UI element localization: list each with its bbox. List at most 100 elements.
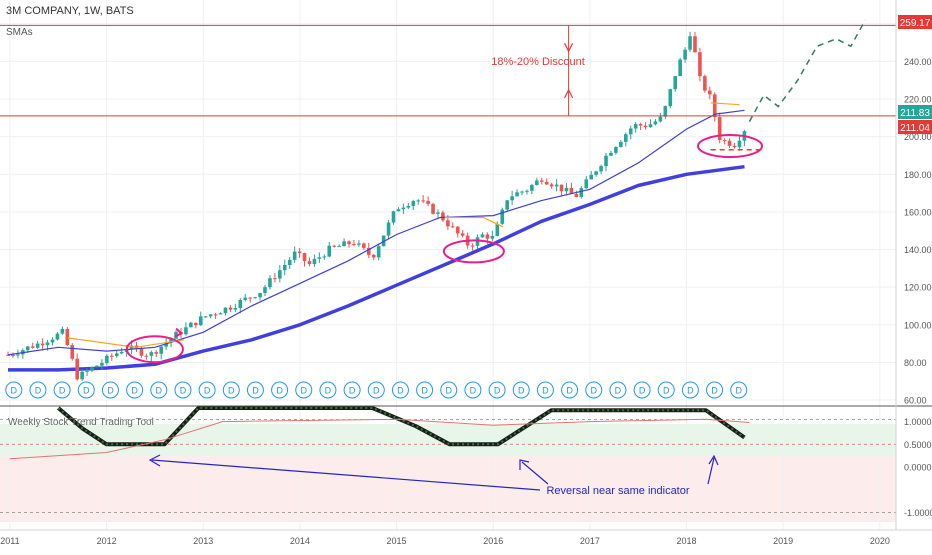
pattern-circle (697, 134, 764, 159)
candle-body (184, 327, 188, 335)
dividend-label: D (494, 386, 501, 396)
candle-body (416, 200, 421, 202)
dividend-icon (295, 381, 313, 399)
candle-body (30, 346, 35, 348)
dividend-icon (53, 381, 71, 399)
discount-annotation: 18%-20% Discount (491, 56, 585, 68)
dividend-icon (633, 381, 651, 399)
candle-body (11, 354, 15, 356)
candle-body (287, 259, 292, 266)
study-label[interactable]: SMAs (6, 27, 33, 38)
candle-body (109, 355, 114, 357)
candle-body (455, 226, 460, 234)
dividend-label: D (639, 386, 646, 396)
candle-body (149, 352, 154, 356)
dividend-icon (585, 381, 603, 399)
candle-body (169, 338, 173, 343)
candle-body (638, 124, 643, 126)
dividend-label: D (301, 386, 308, 396)
candle-body (70, 345, 75, 359)
dividend-label: D (252, 386, 259, 396)
candle-body (307, 261, 312, 265)
dividend-icon (391, 381, 409, 399)
candle-body (243, 297, 248, 300)
dividend-icon (512, 381, 530, 399)
dividend-label: D (735, 386, 742, 396)
candle-body (623, 134, 628, 142)
candle-body (164, 342, 168, 347)
dividend-label: D (11, 386, 18, 396)
dividend-label: D (35, 386, 42, 396)
sma-fast-line (7, 109, 745, 356)
candle-body (342, 241, 346, 247)
candle-body (693, 36, 697, 53)
dividend-icon (29, 381, 47, 399)
dividend-icon (150, 381, 168, 399)
time-tick-label: 2018 (677, 536, 697, 546)
candle-body (411, 201, 416, 206)
dividend-label: D (156, 386, 163, 396)
dividend-label: D (325, 386, 332, 396)
candle-body (40, 343, 45, 346)
reversal-annotation: Reversal near same indicator (546, 485, 689, 497)
candle-body (678, 59, 682, 77)
dividend-icon (101, 381, 119, 399)
candle-body (371, 254, 376, 258)
candle-body (688, 36, 692, 50)
arrow-down-icon (564, 43, 574, 53)
time-tick-label: 2020 (870, 536, 890, 546)
dividend-label: D (518, 386, 525, 396)
candle-body (698, 52, 702, 77)
dividend-icon (440, 381, 458, 399)
candle-body (500, 209, 505, 224)
candle-body (614, 147, 618, 153)
arrow-up-icon (708, 454, 719, 466)
candle-body (55, 333, 60, 340)
indicator-title[interactable]: Weekly Stock Trend Trading Tool (8, 417, 154, 428)
candle-body (653, 121, 658, 125)
candle-body (60, 328, 65, 334)
time-axis[interactable]: 2011 2012 2013 2014 2015 2016 2017 2018 2019 2020 (0, 536, 890, 546)
dividend-label: D (470, 386, 477, 396)
dividend-label: D (83, 386, 90, 396)
dividend-label: D (615, 386, 622, 396)
indicator-axis[interactable]: 1.0000 0.0000 -1.0000 0.5000 (898, 417, 932, 518)
candle-body (554, 184, 559, 187)
candle-body (712, 94, 717, 118)
candle-body (85, 370, 89, 372)
candle-body (421, 200, 425, 202)
candle-body (539, 180, 544, 182)
sma-orange-segment (444, 216, 504, 228)
dividend-label: D (397, 386, 404, 396)
candle-body (45, 342, 50, 346)
candle-body (505, 200, 509, 210)
candle-body (668, 89, 673, 107)
candle-body (238, 299, 243, 309)
candle-body (599, 166, 603, 172)
pattern-circle (125, 335, 184, 364)
candle-body (312, 258, 317, 265)
dividend-label: D (107, 386, 114, 396)
candle-body (535, 180, 539, 186)
dividend-label: D (59, 386, 66, 396)
candle-body (396, 209, 401, 212)
candle-body (273, 278, 277, 280)
candle-body (594, 171, 598, 175)
candle-body (139, 348, 144, 356)
reversal-arrow-line (707, 457, 715, 485)
dividend-icon (730, 381, 748, 399)
candle-body (703, 76, 707, 91)
candle-body (510, 196, 514, 201)
candle-body (475, 237, 480, 246)
svg-text:211.83: 211.83 (900, 108, 930, 119)
indicator-tick-label: 0.5000 (904, 440, 932, 450)
dividend-icon (536, 381, 554, 399)
indicator-ma-line (9, 418, 750, 460)
candle-body (223, 307, 228, 314)
time-tick-label: 2012 (97, 536, 117, 546)
candle-body (727, 140, 732, 146)
dividend-label: D (663, 386, 670, 396)
candle-body (490, 235, 495, 239)
